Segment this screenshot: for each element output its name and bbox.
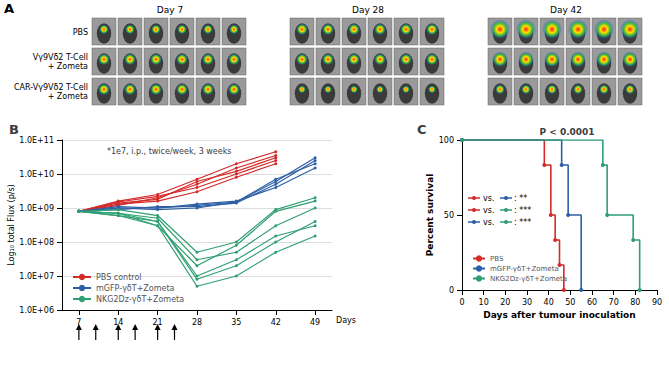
svg-text:vs.: vs. — [483, 194, 494, 203]
svg-text:0: 0 — [449, 286, 454, 295]
svg-text:: ***: : *** — [514, 206, 531, 215]
svg-text:10: 10 — [479, 298, 489, 307]
svg-text:40: 40 — [544, 298, 554, 307]
svg-text:7: 7 — [76, 318, 81, 327]
svg-text:*1e7, i.p., twice/week, 3 week: *1e7, i.p., twice/week, 3 weeks — [107, 147, 232, 156]
svg-text:Log₁₀ total Flux (p/s): Log₁₀ total Flux (p/s) — [7, 184, 16, 265]
svg-text:Vγ9Vδ2 T-Cell+ Zometa: Vγ9Vδ2 T-Cell+ Zometa — [33, 53, 88, 71]
svg-text:100: 100 — [439, 136, 454, 145]
svg-text:20: 20 — [500, 298, 510, 307]
svg-text:14: 14 — [113, 318, 123, 327]
svg-text:vs.: vs. — [483, 206, 494, 215]
svg-text:mGFP-γδT+Zometa: mGFP-γδT+Zometa — [96, 284, 175, 293]
svg-text:1.0E+10: 1.0E+10 — [19, 170, 54, 179]
svg-text:PBS: PBS — [490, 255, 504, 263]
svg-text:1.0E+07: 1.0E+07 — [19, 272, 54, 281]
svg-text:60: 60 — [587, 298, 597, 307]
svg-text:1.0E+11: 1.0E+11 — [19, 136, 54, 145]
svg-text:35: 35 — [231, 318, 241, 327]
svg-text:B: B — [9, 122, 19, 137]
svg-text:vs.: vs. — [483, 218, 494, 227]
svg-text:A: A — [4, 1, 14, 16]
svg-text:21: 21 — [153, 318, 163, 327]
svg-text:mGFP-γδT+Zometa: mGFP-γδT+Zometa — [490, 265, 559, 273]
svg-text:Day 42: Day 42 — [550, 5, 582, 15]
svg-text:50: 50 — [565, 298, 575, 307]
svg-text:Day 28: Day 28 — [352, 5, 384, 15]
svg-text:P < 0.0001: P < 0.0001 — [540, 127, 595, 137]
svg-text:49: 49 — [310, 318, 320, 327]
svg-text:PBS control: PBS control — [96, 273, 142, 282]
svg-text:Percent survival: Percent survival — [425, 174, 435, 257]
svg-text:80: 80 — [630, 298, 640, 307]
svg-text:CAR-Vγ9Vδ2 T-Cell+ Zometa: CAR-Vγ9Vδ2 T-Cell+ Zometa — [14, 83, 88, 101]
svg-text:50: 50 — [444, 211, 454, 220]
svg-text:42: 42 — [271, 318, 281, 327]
svg-text:PBS: PBS — [73, 28, 88, 37]
svg-text:0: 0 — [459, 298, 464, 307]
svg-text:1.0E+08: 1.0E+08 — [19, 238, 54, 247]
svg-text:Days after tumour inoculation: Days after tumour inoculation — [483, 310, 635, 320]
svg-text:Days: Days — [336, 316, 356, 325]
svg-text:: ***: : *** — [514, 218, 531, 227]
svg-text:70: 70 — [609, 298, 619, 307]
svg-text:NKG2Dz-γδT+Zometa: NKG2Dz-γδT+Zometa — [96, 295, 184, 304]
svg-text:28: 28 — [192, 318, 202, 327]
svg-text:: **: : ** — [514, 194, 527, 203]
svg-text:1.0E+09: 1.0E+09 — [19, 204, 54, 213]
svg-text:Day 7: Day 7 — [157, 5, 183, 15]
svg-text:30: 30 — [522, 298, 532, 307]
svg-text:C: C — [417, 122, 427, 137]
svg-text:1.0E+06: 1.0E+06 — [19, 306, 54, 315]
svg-text:90: 90 — [652, 298, 662, 307]
svg-text:NKG2Dz-γδT+Zometa: NKG2Dz-γδT+Zometa — [490, 275, 567, 283]
